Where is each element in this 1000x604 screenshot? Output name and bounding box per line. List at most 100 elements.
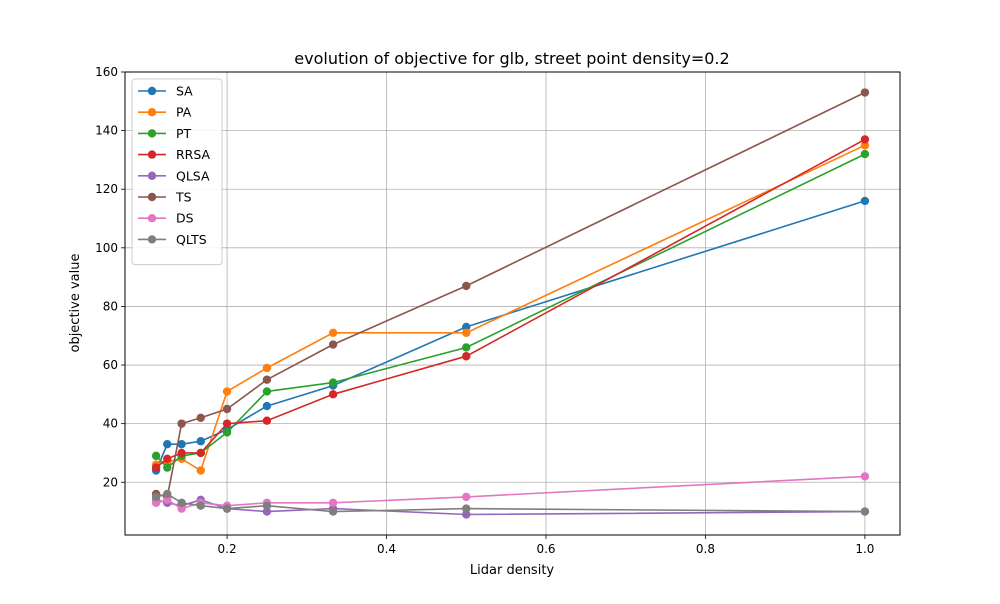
data-point [151,492,161,502]
x-tick-label: 0.4 [377,542,396,556]
plot-frame [124,71,901,536]
data-point [462,343,471,352]
data-point [860,472,870,481]
data-point [860,149,870,159]
series-group [151,88,870,519]
data-point [196,437,205,446]
data-point [163,439,172,449]
series-line-sa [155,200,866,471]
data-point [222,419,232,428]
legend: SA PA PT RRSA QLSA TS DS QLTS [131,78,223,266]
legend-item-ts: TS [138,190,192,205]
x-axis-label: Lidar density [470,563,555,578]
data-point [177,504,186,513]
legend-item-sa: SA [138,84,193,99]
data-point [151,498,161,507]
data-point [860,507,870,516]
legend-item-qlts: QLTS [138,232,207,247]
legend-swatch-marker [147,235,157,244]
data-point [163,489,172,499]
data-point [328,378,338,387]
data-point [262,387,272,396]
legend-item-rrsa: RRSA [138,147,211,162]
legend-swatch-marker [147,214,157,223]
series-pa [151,141,870,475]
data-point [262,501,272,510]
legend-label: QLTS [176,232,207,247]
legend-label: SA [176,84,193,99]
series-qlsa [151,495,870,519]
y-tick-label: 40 [103,417,118,431]
series-qlts [151,489,870,516]
data-point [163,495,172,505]
legend-item-pa: PA [138,105,192,120]
series-line-qlsa [155,498,865,516]
data-point [462,322,471,332]
y-tick-label: 140 [95,124,118,138]
data-point [151,451,161,461]
data-point [462,492,471,502]
data-point [860,135,870,144]
series-sa [151,196,870,475]
data-point [328,507,338,516]
y-tick-label: 20 [103,475,118,489]
y-tick-label: 100 [95,241,118,255]
legend-label: TS [175,190,192,205]
legend-item-pt: PT [138,126,192,141]
data-point [462,504,471,513]
legend-swatch-marker [147,108,157,117]
data-point [860,141,870,150]
data-point [196,448,205,458]
data-point [262,363,272,373]
series-ts [151,88,870,502]
legend-swatch-marker [147,150,157,159]
data-point [262,375,272,384]
y-tick-label: 120 [95,182,118,196]
data-point [262,507,272,516]
legend-item-qlsa: QLSA [138,168,210,183]
data-point [860,196,870,206]
data-point [262,416,272,425]
series-line-ds [155,475,865,510]
data-point [328,390,338,399]
data-point [222,504,232,513]
x-tick-label: 1.0 [855,542,874,556]
data-point [163,463,172,472]
data-point [328,328,338,338]
data-point [328,498,338,507]
legend-label: PA [176,105,192,120]
legend-label: QLSA [176,168,210,183]
y-axis-label: objective value [68,253,83,352]
legend-label: DS [176,211,194,226]
data-point [328,340,338,349]
axes: 0.2 0.4 0.6 0.8 1.0 20 40 60 80 100 120 140 160 [95,65,901,556]
data-point [196,501,205,510]
legend-swatch-marker [147,129,157,138]
legend-item-ds: DS [138,211,194,226]
legend-label: RRSA [176,147,211,162]
legend-swatch-marker [147,171,157,180]
x-tick-label: 0.2 [218,542,237,556]
x-tick-label: 0.8 [696,542,715,556]
data-point [222,387,232,396]
data-point [196,466,205,475]
x-tick-label: 0.6 [536,542,555,556]
data-point [462,281,471,291]
grid-lines [125,71,900,535]
data-point [462,352,471,361]
data-point [177,439,186,449]
legend-swatch-marker [147,86,157,96]
data-point [177,419,186,428]
data-point [860,88,870,97]
data-point [262,401,272,411]
data-point [462,328,471,338]
y-tick-label: 60 [103,358,118,372]
chart-title: evolution of objective for glb, street p… [294,49,729,68]
series-rrsa [151,135,870,472]
data-point [163,454,172,464]
legend-label: PT [176,126,192,141]
data-point [177,448,186,458]
data-point [222,428,232,437]
